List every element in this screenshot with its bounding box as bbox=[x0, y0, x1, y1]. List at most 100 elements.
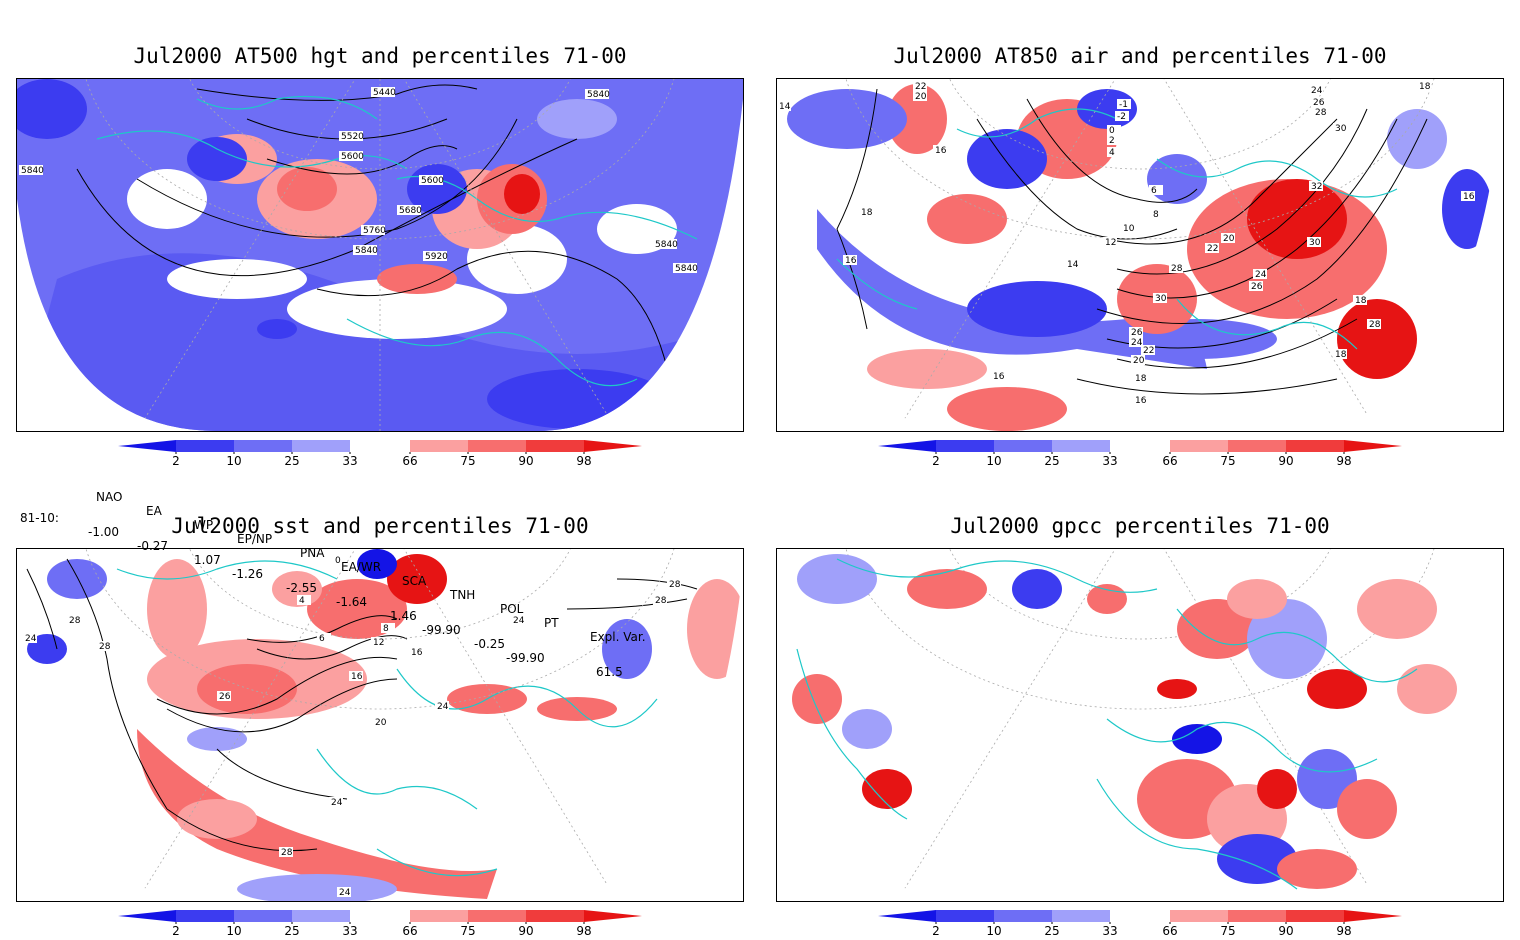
contour-labels-hgt: 5440 5520 5600 5600 5680 5760 5840 5840 … bbox=[19, 87, 698, 274]
contour-label: 12 bbox=[1105, 238, 1116, 248]
contour-labels-air: 22 20 14 16 18 16 -1 -2 0 2 4 6 8 10 12 … bbox=[777, 81, 1475, 406]
contour-label: 16 bbox=[411, 648, 423, 658]
contour-label: 24 bbox=[437, 702, 449, 712]
contour-label: 28 bbox=[281, 848, 293, 858]
colorbar-segment bbox=[1110, 440, 1170, 452]
index-value: -1.00 bbox=[88, 525, 120, 539]
colorbar-tick-label: 66 bbox=[1162, 454, 1177, 468]
contour-label: 24 bbox=[1131, 338, 1143, 348]
contour-label: 8 bbox=[383, 624, 389, 634]
colorbar-tick-label: 25 bbox=[284, 924, 299, 938]
index-value: 1.07 bbox=[194, 553, 221, 567]
map-panel-hgt: 5440 5520 5600 5600 5680 5760 5840 5840 … bbox=[16, 78, 744, 432]
map-sst: 24 28 28 26 20 24 28 24 16 12 8 6 4 0 16… bbox=[17, 549, 743, 901]
colorbar-segment bbox=[234, 910, 292, 922]
colorbar-segment bbox=[176, 440, 234, 452]
contour-label: 18 bbox=[1419, 82, 1431, 92]
contour-label: 22 bbox=[1143, 346, 1154, 356]
colorbar-segment bbox=[1228, 440, 1286, 452]
contour-label: 28 bbox=[1369, 320, 1381, 330]
contour-label: 8 bbox=[1153, 210, 1159, 220]
contour-label: 18 bbox=[1355, 296, 1367, 306]
colorbar-tick-label: 98 bbox=[1336, 454, 1351, 468]
colorbar-tick-label: 33 bbox=[1102, 454, 1117, 468]
index-value: -0.27 bbox=[137, 539, 169, 553]
contour-label: 2 bbox=[1109, 136, 1115, 146]
colorbar-segment bbox=[526, 910, 584, 922]
colorbar-tick-label: 33 bbox=[342, 454, 357, 468]
contour-label: 4 bbox=[299, 596, 305, 606]
colorbar-segment bbox=[118, 910, 176, 922]
contour-label: 5760 bbox=[363, 226, 386, 236]
colorbar-tick-label: 66 bbox=[402, 924, 417, 938]
contour-label: 20 bbox=[1223, 234, 1235, 244]
contour-label: 26 bbox=[1313, 98, 1325, 108]
colorbar-tick-label: 66 bbox=[1162, 924, 1177, 938]
contour-label: 16 bbox=[1135, 396, 1147, 406]
colorbar-tick-label: 98 bbox=[576, 454, 591, 468]
index-header: PT bbox=[544, 616, 559, 630]
contour-label: 26 bbox=[1251, 282, 1263, 292]
contour-label: -1 bbox=[1119, 100, 1128, 110]
colorbar-segment bbox=[1052, 440, 1110, 452]
contour-label: 32 bbox=[1311, 182, 1322, 192]
colorbar-tick-label: 33 bbox=[342, 924, 357, 938]
contour-label: 28 bbox=[1171, 264, 1183, 274]
colorbar-segment bbox=[584, 910, 642, 922]
contour-label: 5840 bbox=[675, 264, 698, 274]
index-header: PNA bbox=[300, 546, 325, 560]
map-air: 22 20 14 16 18 16 -1 -2 0 2 4 6 8 10 12 … bbox=[777, 79, 1503, 431]
map-panel-sst: 24 28 28 26 20 24 28 24 16 12 8 6 4 0 16… bbox=[16, 548, 744, 902]
index-row-label: 81-10: bbox=[20, 511, 59, 525]
colorbar-tick-label: 2 bbox=[932, 924, 940, 938]
colorbar-segment bbox=[1228, 910, 1286, 922]
index-value: -1.64 bbox=[336, 595, 368, 609]
colorbar-segment bbox=[936, 440, 994, 452]
panel-title-gpcc: Jul2000 gpcc percentiles 71-00 bbox=[950, 514, 1330, 538]
contour-label: 18 bbox=[1135, 374, 1147, 384]
contour-label: 20 bbox=[375, 718, 387, 728]
contour-label: 24 bbox=[25, 634, 37, 644]
index-header: TNH bbox=[450, 588, 476, 602]
colorbar-segment bbox=[234, 440, 292, 452]
colorbar-tick-label: 2 bbox=[172, 454, 180, 468]
contour-label: 5440 bbox=[373, 88, 396, 98]
map-hgt: 5440 5520 5600 5600 5680 5760 5840 5840 … bbox=[17, 79, 743, 431]
colorbar-tick-label: 2 bbox=[172, 924, 180, 938]
contour-label: 24 bbox=[513, 616, 525, 626]
index-value: -1.26 bbox=[232, 567, 264, 581]
contour-label: 28 bbox=[655, 596, 667, 606]
contour-label: 5840 bbox=[655, 240, 678, 250]
colorbar-segment bbox=[410, 910, 468, 922]
contour-label: 5920 bbox=[425, 252, 448, 262]
index-header: Expl. Var. bbox=[590, 630, 646, 644]
contour-label: 5840 bbox=[21, 166, 44, 176]
colorbar-tick-label: 10 bbox=[986, 454, 1001, 468]
index-header: POL bbox=[500, 602, 524, 616]
colorbar-segment bbox=[118, 440, 176, 452]
colorbar-tick-label: 90 bbox=[1278, 924, 1293, 938]
colorbar-tick-label: 90 bbox=[518, 454, 533, 468]
colorbar-segment bbox=[1344, 910, 1402, 922]
contour-label: -2 bbox=[1117, 112, 1126, 122]
contour-label: 5840 bbox=[355, 246, 378, 256]
colorbar-tick-label: 25 bbox=[1044, 924, 1059, 938]
colorbar-segment bbox=[350, 440, 410, 452]
contour-label: 20 bbox=[1133, 356, 1145, 366]
colorbar-segment bbox=[292, 910, 350, 922]
contour-label: 24 bbox=[1255, 270, 1267, 280]
contour-label: 0 bbox=[1109, 126, 1115, 136]
map-panel-air: 22 20 14 16 18 16 -1 -2 0 2 4 6 8 10 12 … bbox=[776, 78, 1504, 432]
colorbar-segment bbox=[936, 910, 994, 922]
colorbar-tick-label: 98 bbox=[1336, 924, 1351, 938]
contour-label: 16 bbox=[935, 146, 947, 156]
index-header: EA/WR bbox=[341, 560, 382, 574]
index-header: NAO bbox=[96, 490, 123, 504]
colorbar-tick-label: 75 bbox=[1220, 924, 1235, 938]
colorbar-tick-label: 25 bbox=[1044, 454, 1059, 468]
contour-label: 5520 bbox=[341, 132, 364, 142]
contour-label: 5600 bbox=[421, 176, 444, 186]
colorbar-segment bbox=[350, 910, 410, 922]
colorbar-segment bbox=[1170, 440, 1228, 452]
colorbar-tick-label: 10 bbox=[986, 924, 1001, 938]
